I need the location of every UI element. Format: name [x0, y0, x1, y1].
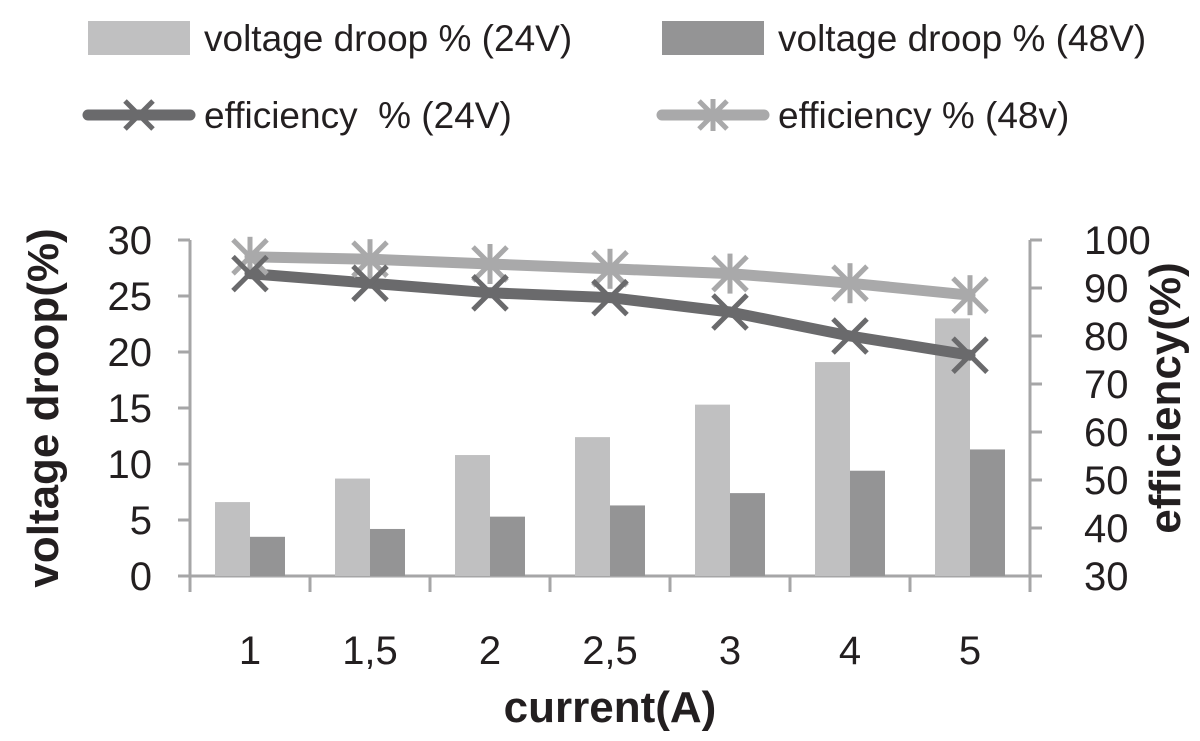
y-tick-label: 0	[130, 555, 152, 599]
x-tick-label: 1,5	[342, 629, 398, 673]
y2-axis-title: efficiency(%)	[1141, 262, 1190, 533]
marker-stroke	[591, 278, 629, 317]
legend-marker-star-icon	[697, 99, 729, 131]
x-marker-icon	[471, 274, 509, 312]
legend-label-eff-24v: efficiency % (24V)	[204, 95, 512, 136]
y-tick-label: 25	[108, 275, 153, 319]
bar-droop-48v	[250, 536, 285, 576]
marker-stroke	[831, 317, 869, 355]
bar-droop-48v	[850, 470, 885, 576]
y2-tick-label: 30	[1084, 555, 1129, 599]
y2-tick-label: 80	[1084, 315, 1129, 359]
y2-tick-label: 90	[1084, 267, 1129, 311]
bar-droop-24v	[455, 455, 490, 576]
legend-label-droop-48v: voltage droop % (48V)	[778, 18, 1146, 59]
x-tick-label: 4	[839, 629, 861, 673]
y2-tick-label: 60	[1084, 411, 1129, 455]
markers	[231, 236, 989, 374]
x-tick-label: 3	[719, 629, 741, 673]
legend-swatch-droop-48v	[662, 21, 764, 55]
x-axis-title: current(A)	[504, 683, 717, 732]
legend: voltage droop % (24V) voltage droop % (4…	[82, 18, 1146, 136]
legend-item-droop-24v: voltage droop % (24V)	[88, 18, 572, 59]
legend-label-droop-24v: voltage droop % (24V)	[204, 18, 572, 59]
legend-item-eff-24v: efficiency % (24V)	[82, 95, 512, 136]
star-marker-icon	[711, 253, 749, 294]
marker-stroke	[231, 254, 269, 293]
legend-marker-x-icon	[123, 99, 155, 131]
y-axis-title: voltage droop(%)	[19, 228, 68, 587]
legend-swatch-droop-24v	[88, 21, 190, 55]
bar-droop-48v	[730, 493, 765, 576]
x-tick-label: 2	[479, 629, 501, 673]
star-marker-icon	[951, 275, 989, 316]
x-marker-icon	[711, 293, 749, 331]
y-tick-label: 10	[108, 443, 153, 487]
bar-droop-48v	[490, 516, 525, 576]
bar-droop-24v	[575, 437, 610, 576]
x-tick-label: 5	[959, 629, 981, 673]
y-tick-label: 20	[108, 331, 153, 375]
y-tick-label: 15	[108, 387, 153, 431]
bar-droop-48v	[370, 528, 405, 576]
marker-stroke	[951, 336, 989, 374]
legend-item-eff-48v: efficiency % (48v)	[656, 95, 1069, 136]
bar-droop-24v	[215, 502, 250, 576]
y2-tick-label: 100	[1084, 219, 1151, 263]
marker-stroke	[711, 293, 749, 331]
star-marker-icon	[591, 248, 629, 289]
x-marker-icon	[591, 278, 629, 317]
y2-tick-label: 70	[1084, 363, 1129, 407]
y2-tick-label: 50	[1084, 459, 1129, 503]
star-marker-icon	[471, 244, 509, 284]
x-marker-icon	[351, 264, 389, 302]
bar-droop-48v	[610, 505, 645, 576]
y-tick-label: 5	[130, 499, 152, 543]
y-tick-label: 30	[108, 219, 153, 263]
x-tick-label: 2,5	[582, 629, 638, 673]
star-marker-icon	[831, 263, 869, 304]
bar-droop-24v	[335, 478, 370, 576]
x-tick-label: 1	[239, 629, 261, 673]
x-marker-icon	[951, 336, 989, 374]
marker-stroke	[471, 274, 509, 312]
bar-droop-24v	[695, 404, 730, 576]
bars	[215, 318, 1005, 576]
legend-item-droop-48v: voltage droop % (48V)	[662, 18, 1146, 59]
y2-tick-label: 40	[1084, 507, 1129, 551]
marker-stroke	[351, 264, 389, 302]
bar-droop-24v	[815, 362, 850, 576]
legend-label-eff-48v: efficiency % (48v)	[778, 95, 1069, 136]
x-marker-icon	[231, 254, 269, 293]
x-marker-icon	[831, 317, 869, 355]
bar-droop-48v	[970, 449, 1005, 576]
